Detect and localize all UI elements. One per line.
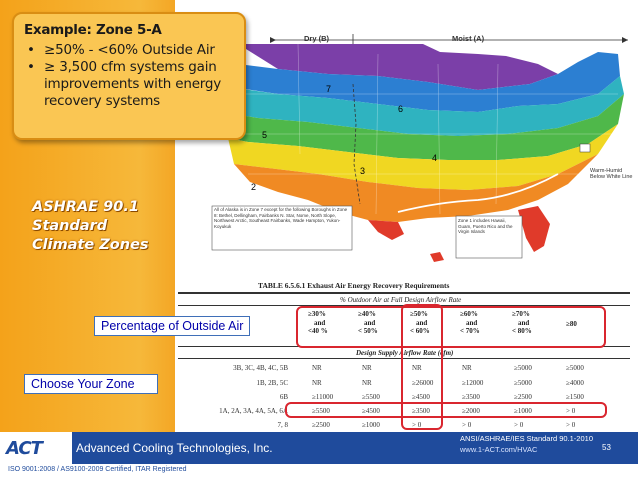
column-header: ≥70% and < 80% [512,310,532,335]
table-cell: ≥12000 [462,379,484,387]
zone-row-label: 6B [279,393,288,401]
ashrae-title: ASHRAE 90.1 Standard Climate Zones [32,198,177,255]
zone-number: 2 [251,182,257,192]
table-cell: ≥1000 [514,407,532,415]
table-cell: NR [462,364,472,372]
table-cell: ≥26000 [412,379,434,387]
table-cell: NR [312,364,322,372]
column-header: ≥30% and <40 % [308,310,328,335]
zone-row-highlight [285,402,607,418]
ashrae-title-line: Climate Zones [32,237,149,253]
logo-container [0,432,72,464]
zone-number: 6 [398,104,404,114]
callout-bullet: ≥50% - <60% Outside Air [24,42,234,59]
column-header: ≥50% and < 60% [410,310,430,335]
table-cell: > 0 [462,421,472,429]
outside-air-highlight [296,306,606,348]
example-callout: Example: Zone 5-A ≥50% - <60% Outside Ai… [12,12,246,140]
ashrae-title-line: Standard [32,218,108,234]
zone-number: 3 [360,166,366,176]
zone-row-label: 3B, 3C, 4B, 4C, 5B [233,364,288,372]
table-cell: NR [362,379,372,387]
table-cell: ≥4500 [362,407,380,415]
column-header: ≥60% and < 70% [460,310,480,335]
callout-title: Example: Zone 5-A [24,22,162,38]
standard-reference: ANSI/ASHRAE/IES Standard 90.1-2010 [460,434,593,443]
zone1-note: Zone 1 includes Hawaii, Guam, Puerto Ric… [458,218,513,234]
supply-header: Design Supply Airflow Rate (cfm) [356,349,454,357]
column-50-60-highlight [401,304,443,430]
table-cell: ≥2500 [312,421,330,429]
alaska-note: All of Alaska is in Zone 7 except for th… [214,207,348,229]
table-cell: NR [362,364,372,372]
zone-row-label: 1A, 2A, 3A, 4A, 5A, 6A [219,407,288,415]
table-cell: ≥11000 [312,393,334,401]
iso-certification: ISO 9001:2008 / AS9100-2009 Certified, I… [8,466,187,473]
column-header: ≥80 [566,320,577,328]
moist-label: Moist (A) [452,34,485,43]
column-header: ≥40% and < 50% [358,310,378,335]
table-cell: ≥1500 [566,393,584,401]
table-rule [178,358,630,359]
table-cell: ≥5000 [566,364,584,372]
zone-number: 4 [432,153,438,163]
table-cell: > 0 [566,421,576,429]
choose-zone-label: Choose Your Zone [24,374,158,394]
table-cell: NR [412,364,422,372]
zone-row-label: 1B, 2B, 5C [256,379,288,387]
table-cell: ≥5500 [362,393,380,401]
table-cell: > 0 [514,421,524,429]
zone-number: 5 [262,130,268,140]
table-cell: > 0 [566,407,576,415]
table-cell: ≥1000 [362,421,380,429]
table-cell: ≥4500 [412,393,430,401]
zone-row-label: 7, 8 [277,421,289,429]
table-cell: > 0 [412,421,422,429]
climate-zone-map [211,34,628,262]
ashrae-title-line: ASHRAE 90.1 [32,199,139,215]
table-title: TABLE 6.5.6.1 Exhaust Air Energy Recover… [258,281,450,290]
table-cell: NR [312,379,322,387]
callout-bullet: ≥ 3,500 cfm systems gain improvements wi… [24,59,234,110]
oa-header: % Outdoor Air at Full Design Airflow Rat… [340,296,462,304]
company-name: Advanced Cooling Technologies, Inc. [76,441,273,455]
table-cell: ≥2000 [462,407,480,415]
table-cell: ≥5000 [514,379,532,387]
outside-air-label: Percentage of Outside Air [94,316,251,336]
warm-humid-label: Warm-Humid Below White Line [590,168,633,180]
callout-bullets: ≥50% - <60% Outside Air ≥ 3,500 cfm syst… [24,42,234,110]
table-cell: ≥3500 [412,407,430,415]
table-cell: ≥5500 [312,407,330,415]
table-cell: ≥5000 [514,364,532,372]
website-link[interactable]: www.1-ACT.com/HVAC [460,445,538,454]
table-cell: ≥4000 [566,379,584,387]
zone-number: 7 [326,84,332,94]
footer-bar [0,432,638,464]
table-rule [178,292,630,294]
dry-label: Dry (B) [304,34,330,43]
page-number: 53 [602,443,611,452]
table-cell: ≥3500 [462,393,480,401]
act-logo: ACT [6,438,43,459]
table-cell: ≥2500 [514,393,532,401]
